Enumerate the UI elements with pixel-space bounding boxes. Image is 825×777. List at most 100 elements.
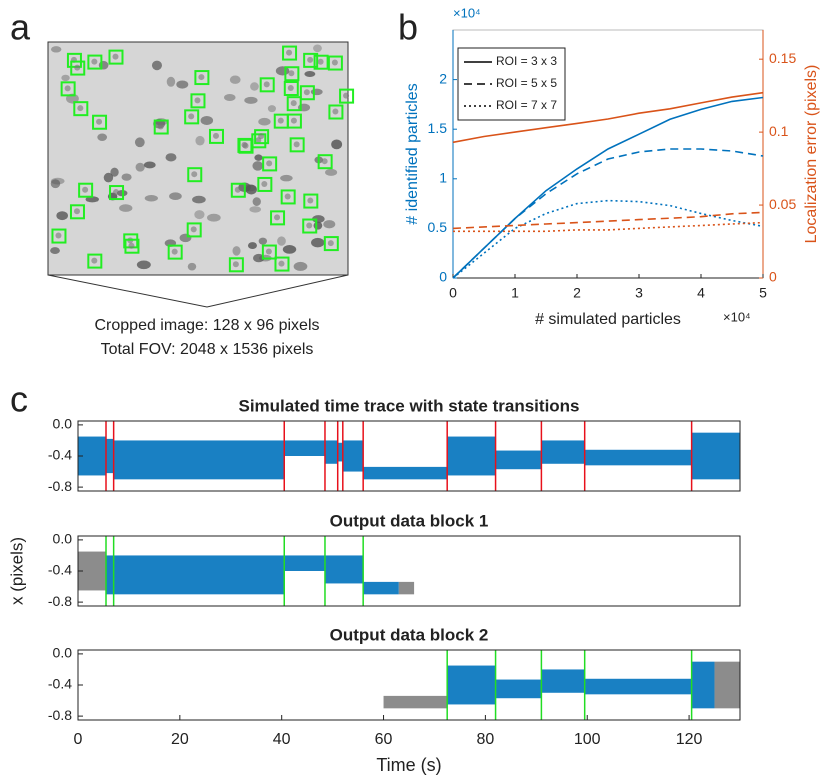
- detection-box: [270, 210, 286, 226]
- spot: [284, 193, 291, 200]
- detection-box: [299, 85, 315, 101]
- x-axis-label: Time (s): [376, 755, 441, 775]
- spot: [136, 260, 151, 270]
- detection-box: [230, 182, 246, 198]
- detection-box: [327, 55, 343, 71]
- y-tick-label: 0: [439, 269, 447, 285]
- trace-band: [324, 555, 364, 584]
- spot: [277, 236, 286, 246]
- detection-box: [313, 54, 329, 70]
- spot: [134, 137, 145, 148]
- y-tick-label: -0.4: [48, 676, 72, 692]
- trace-band: [363, 466, 448, 480]
- detection-box: [108, 49, 124, 65]
- x-tick-label: 3: [635, 285, 643, 301]
- detection-box: [73, 101, 89, 117]
- spot: [176, 80, 189, 89]
- spot: [194, 97, 201, 104]
- detection-box: [286, 96, 302, 112]
- spot: [265, 248, 272, 255]
- x-axis-label: # simulated particles: [535, 311, 681, 328]
- trace-band: [398, 581, 415, 595]
- detection-box: [51, 228, 67, 244]
- detection-box: [323, 236, 339, 252]
- detection-box: [190, 93, 206, 109]
- detection-box: [339, 88, 355, 104]
- spot: [113, 189, 120, 196]
- detection-box: [303, 193, 319, 209]
- detection-box: [69, 204, 85, 220]
- spot: [241, 141, 248, 148]
- x-tick-label: 100: [574, 731, 601, 748]
- trace-band: [495, 679, 542, 699]
- spot: [293, 141, 300, 148]
- trace-band: [363, 581, 399, 595]
- spot: [258, 237, 268, 245]
- trace-band: [337, 442, 343, 462]
- y2-tick-label: 0: [769, 269, 777, 285]
- spot: [263, 81, 270, 88]
- trace-band: [691, 661, 715, 709]
- detection-box: [284, 66, 300, 82]
- detection-box: [208, 128, 224, 144]
- spot: [250, 82, 259, 91]
- x-multiplier: ×10⁴: [723, 309, 751, 324]
- series-line: [452, 199, 764, 279]
- trace-band: [541, 669, 585, 693]
- series-line: [452, 148, 764, 279]
- detection-box: [254, 129, 270, 145]
- x-tick-label: 2: [573, 285, 581, 301]
- spot: [249, 206, 262, 213]
- spot: [303, 89, 310, 96]
- spot: [312, 215, 325, 223]
- spot: [85, 196, 99, 203]
- spot: [50, 247, 60, 254]
- trace-band: [106, 555, 285, 595]
- trace-band: [324, 440, 338, 464]
- x-tick-label: 1: [511, 285, 519, 301]
- y-tick-label: -0.8: [48, 707, 72, 723]
- spot: [77, 105, 84, 112]
- y2-tick-label: 0.15: [769, 50, 796, 66]
- y-tick-label: -0.8: [48, 478, 72, 494]
- y-axis-label: # identified particles: [404, 83, 421, 224]
- spot: [171, 248, 178, 255]
- detection-box: [280, 189, 296, 205]
- spot: [50, 46, 62, 53]
- trace-band: [284, 440, 325, 456]
- spot: [254, 154, 263, 161]
- spot: [323, 220, 336, 229]
- spot: [232, 261, 239, 268]
- spot: [282, 245, 297, 254]
- detection-box: [274, 256, 290, 272]
- spot: [103, 172, 114, 183]
- y-tick-label: 0.0: [53, 531, 73, 547]
- spot: [266, 160, 273, 167]
- spot: [311, 237, 325, 248]
- y-multiplier: ×10⁴: [453, 5, 481, 20]
- spot: [290, 100, 297, 107]
- x-tick-label: 80: [476, 731, 494, 748]
- spot: [290, 117, 297, 124]
- spot: [151, 60, 162, 71]
- spot: [313, 44, 322, 53]
- spot: [200, 115, 214, 125]
- spot: [110, 167, 119, 177]
- spot: [64, 85, 71, 92]
- spot: [317, 58, 324, 65]
- spot: [73, 208, 80, 215]
- y-tick-label: -0.8: [48, 593, 72, 609]
- spot: [258, 117, 271, 126]
- y2-axis-label: Localization error (pixels): [803, 65, 820, 244]
- series-line: [453, 221, 764, 233]
- trace-band: [447, 665, 496, 705]
- detection-box: [237, 137, 253, 153]
- trace-band: [584, 449, 692, 466]
- spot: [293, 261, 308, 271]
- y-tick-label: -0.4: [48, 447, 72, 463]
- detection-box: [78, 182, 94, 198]
- spot: [157, 123, 164, 130]
- spot: [128, 242, 135, 249]
- trace-band: [342, 440, 364, 472]
